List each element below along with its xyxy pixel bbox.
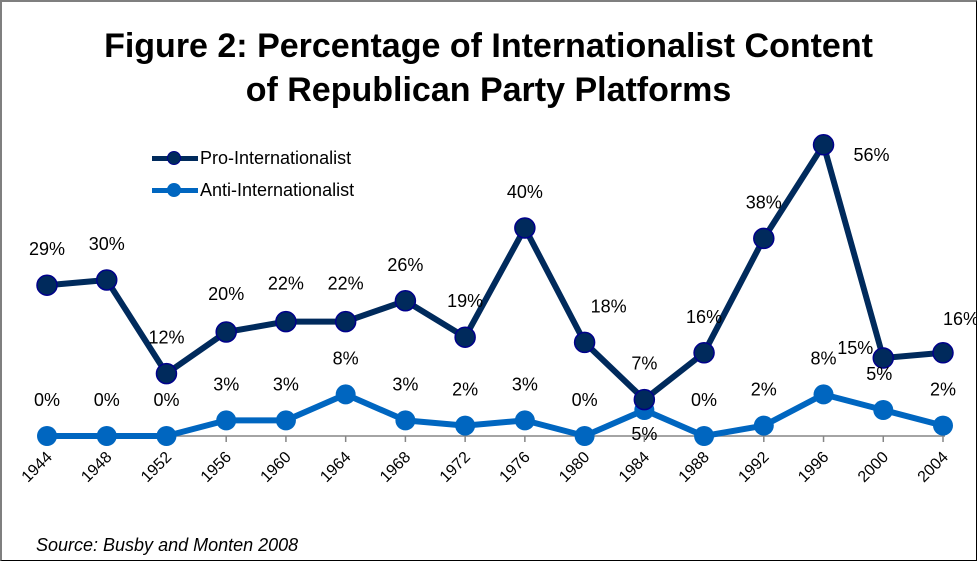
data-point-anti	[156, 426, 177, 446]
data-point-pro	[932, 342, 954, 364]
data-label-anti: 5%	[631, 424, 657, 444]
data-label-anti: 5%	[866, 364, 892, 384]
data-point-anti	[813, 384, 834, 405]
data-label-anti: 0%	[34, 390, 60, 410]
data-label-anti: 3%	[512, 374, 538, 394]
data-label-pro: 18%	[591, 296, 627, 316]
data-label-pro: 26%	[387, 255, 423, 275]
data-point-anti	[873, 400, 894, 420]
source-note: Source: Busby and Monten 2008	[36, 535, 299, 555]
chart-title-line-2: of Republican Party Platforms	[245, 71, 732, 109]
data-label-anti: 2%	[452, 380, 478, 400]
data-point-anti	[275, 410, 296, 431]
x-tick-label: 1952	[138, 449, 175, 486]
data-label-anti: 0%	[691, 390, 717, 410]
data-label-anti: 2%	[930, 380, 956, 400]
x-tick-label: 1976	[497, 449, 534, 486]
data-point-pro	[753, 227, 775, 250]
x-tick-label: 1960	[258, 449, 295, 486]
data-point-anti	[455, 415, 476, 436]
data-point-pro	[872, 347, 895, 369]
data-point-anti	[514, 410, 535, 431]
x-tick-label: 1956	[198, 449, 235, 486]
data-point-pro	[334, 310, 357, 333]
data-label-pro: 20%	[208, 284, 244, 304]
x-tick-label: 1996	[795, 449, 832, 486]
legend-swatch-anti-icon	[152, 180, 198, 200]
legend-label-anti: Anti-Internationalist	[200, 179, 355, 200]
data-label-pro: 16%	[686, 307, 722, 327]
data-label-pro: 19%	[447, 291, 483, 311]
data-label-pro: 12%	[148, 328, 184, 348]
data-point-pro	[36, 274, 58, 296]
data-label-pro: 22%	[268, 274, 304, 294]
x-tick-label: 1972	[437, 449, 474, 486]
legend-item-pro: Pro-Internationalist	[152, 142, 354, 174]
x-tick-label: 1948	[78, 449, 115, 486]
legend: Pro-Internationalist Anti-Internationali…	[152, 142, 354, 206]
data-label-pro: 16%	[943, 309, 977, 329]
data-label-pro: 7%	[631, 354, 657, 374]
data-label-anti: 3%	[213, 374, 239, 394]
series-line-pro	[46, 141, 944, 403]
data-point-anti	[216, 410, 237, 431]
data-label-anti: 8%	[333, 348, 359, 368]
data-point-pro	[573, 331, 596, 354]
data-label-anti: 3%	[273, 374, 299, 394]
legend-swatch-pro-icon	[152, 148, 198, 168]
x-tick-label: 1992	[735, 449, 772, 486]
x-tick-label: 1964	[317, 449, 354, 486]
data-point-pro	[812, 134, 835, 156]
x-tick-label: 1968	[377, 449, 414, 486]
data-point-pro	[95, 269, 118, 291]
data-point-anti	[96, 426, 117, 446]
x-tick-label: 1980	[556, 449, 593, 486]
data-label-anti: 0%	[94, 390, 120, 410]
data-label-anti: 2%	[751, 380, 777, 400]
x-tick-label: 2000	[855, 449, 892, 486]
data-point-pro	[155, 362, 178, 385]
chart-title-line-1: Figure 2: Percentage of Internationalist…	[104, 27, 873, 65]
data-label-pro: 15%	[837, 338, 873, 358]
data-point-pro	[514, 217, 536, 239]
data-label-pro: 56%	[854, 145, 890, 165]
data-point-pro	[394, 290, 417, 312]
data-point-anti	[694, 426, 715, 446]
x-tick-label: 1944	[19, 449, 56, 486]
x-tick-label: 1984	[616, 449, 653, 486]
data-point-anti	[37, 426, 57, 446]
data-point-pro	[275, 310, 297, 333]
data-label-pro: 40%	[507, 182, 543, 202]
series-line-anti	[47, 391, 944, 439]
data-label-pro: 38%	[746, 192, 782, 212]
data-label-anti: 3%	[392, 374, 418, 394]
legend-label-pro: Pro-Internationalist	[200, 147, 352, 168]
data-label-pro: 22%	[328, 274, 364, 294]
x-tick-label: 1988	[676, 449, 713, 486]
data-label-anti: 0%	[572, 390, 598, 410]
data-point-pro	[215, 321, 237, 343]
data-point-pro	[633, 388, 656, 411]
data-point-pro	[454, 326, 476, 348]
data-point-anti	[753, 415, 774, 436]
data-label-anti: 8%	[811, 348, 837, 368]
x-tick-label: 2004	[915, 449, 952, 486]
data-point-anti	[335, 384, 356, 405]
data-label-pro: 29%	[29, 239, 65, 259]
legend-item-anti: Anti-Internationalist	[152, 174, 354, 206]
data-label-anti: 0%	[153, 390, 179, 410]
data-label-pro: 30%	[89, 234, 125, 254]
data-point-pro	[693, 342, 715, 364]
data-point-anti	[395, 410, 416, 431]
data-point-anti	[574, 426, 595, 446]
data-point-anti	[933, 415, 953, 436]
